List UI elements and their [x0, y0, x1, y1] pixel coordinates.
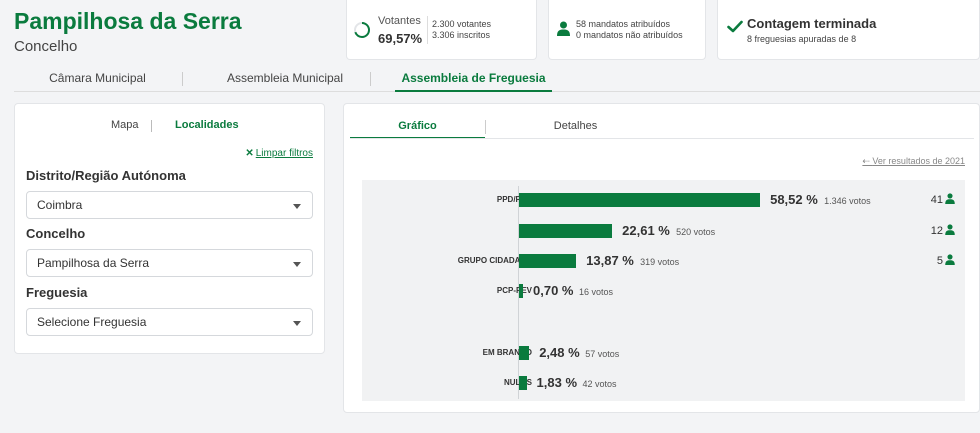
arrow-left-icon: ⇠: [862, 156, 873, 166]
inscritos-count: 3.306 inscritos: [432, 30, 491, 40]
person-icon: [557, 21, 570, 36]
tab-underline: [350, 138, 974, 139]
category-label: PPD/PSD: [496, 195, 532, 204]
seats-value: 5: [936, 255, 943, 267]
clear-filters-label: Limpar filtros: [255, 148, 313, 159]
check-icon: [727, 20, 743, 33]
clear-filters-link[interactable]: ✕ Limpar filtros: [245, 148, 313, 159]
subtab-divider: [151, 120, 152, 132]
category-label: NULOS: [504, 378, 532, 387]
concelho-value: Pampilhosa da Serra: [37, 256, 150, 270]
tab-divider: [182, 72, 183, 86]
percent-label: 13,87 %: [586, 253, 634, 268]
previous-results-label: Ver resultados de 2021: [872, 156, 965, 166]
votantes-label: Votantes: [378, 15, 421, 27]
concelho-label: Concelho: [26, 226, 86, 241]
tab-divider: [485, 120, 486, 134]
votes-label: 1.346 votos: [824, 196, 871, 206]
percent-label: 0,70 %: [533, 283, 574, 298]
mandatos-card: 58 mandatos atribuídos 0 mandatos não at…: [548, 0, 706, 60]
category-label: EM BRANCO: [482, 348, 532, 357]
votes-label: 42 votos: [582, 379, 617, 389]
category-label: PCP-PEV: [496, 286, 532, 295]
person-icon: [945, 254, 955, 265]
chart-area: [362, 180, 965, 401]
votantes-percent: 69,57%: [378, 31, 423, 46]
chart-row: PCP-PEV 0,70 % 16 votos: [362, 283, 965, 299]
seats-count: 41: [931, 193, 955, 206]
votes-label: 16 votos: [579, 287, 614, 297]
votantes-count: 2.300 votantes: [432, 19, 492, 29]
bar: [519, 346, 530, 360]
page-subtitle: Concelho: [14, 38, 78, 55]
freguesia-select[interactable]: Selecione Freguesia: [26, 308, 313, 336]
percent-label: 1,83 %: [536, 375, 578, 390]
distrito-value: Coimbra: [37, 198, 83, 212]
votes-label: 319 votos: [640, 257, 680, 267]
bar: [519, 284, 523, 298]
person-icon: [945, 224, 955, 235]
mandatos-atribuidos: 58 mandatos atribuídos: [576, 19, 671, 29]
concelho-select[interactable]: Pampilhosa da Serra: [26, 249, 313, 277]
results-panel: Gráfico Detalhes ⇠ Ver resultados de 202…: [343, 103, 980, 413]
contagem-detail: 8 freguesias apuradas de 8: [747, 34, 857, 44]
subtab-mapa[interactable]: Mapa: [111, 119, 139, 131]
chart-row: EM BRANCO 2,48 % 57 votos: [362, 345, 965, 361]
votantes-card: Votantes 69,57% 2.300 votantes 3.306 ins…: [346, 0, 537, 60]
tab-assembleia-freguesia[interactable]: Assembleia de Freguesia: [395, 66, 552, 92]
divider: [427, 16, 428, 44]
tab-assembleia-municipal[interactable]: Assembleia Municipal: [226, 71, 344, 85]
bar: [519, 254, 577, 268]
bar: [519, 193, 761, 207]
filters-panel: Mapa Localidades ✕ Limpar filtros Distrit…: [14, 103, 325, 354]
tab-detalhes[interactable]: Detalhes: [553, 120, 598, 132]
chart-row: NULOS 1,83 % 42 votos: [362, 375, 965, 391]
chart-row: PPD/PSD 58,52 % 1.346 votos 41: [362, 192, 965, 208]
tab-grafico[interactable]: Gráfico: [350, 120, 485, 139]
close-icon: ✕: [245, 148, 254, 159]
percent-label: 58,52 %: [770, 192, 818, 207]
seats-count: 5: [937, 254, 955, 267]
page-title: Pampilhosa da Serra: [14, 8, 242, 34]
chevron-down-icon: [293, 204, 301, 209]
votes-label: 520 votos: [676, 227, 716, 237]
turnout-ring-icon: [354, 22, 370, 38]
tab-divider: [370, 72, 371, 86]
chevron-down-icon: [293, 321, 301, 326]
subtab-localidades[interactable]: Localidades: [175, 119, 239, 131]
bar: [519, 376, 527, 390]
votes-label: 57 votos: [585, 349, 620, 359]
contagem-title: Contagem terminada: [747, 16, 877, 31]
election-tabs: Câmara Municipal Assembleia Municipal As…: [14, 66, 980, 92]
bar: [519, 224, 613, 238]
mandatos-nao-atribuidos: 0 mandatos não atribuídos: [576, 30, 683, 40]
chevron-down-icon: [293, 262, 301, 267]
category-label: GRUPO CIDADAOS: [457, 256, 532, 265]
seats-value: 41: [930, 194, 943, 206]
distrito-select[interactable]: Coimbra: [26, 191, 313, 219]
percent-label: 2,48 %: [539, 345, 580, 360]
chart-row: GRUPO CIDADAOS 13,87 % 319 votos 5: [362, 253, 965, 269]
freguesia-value: Selecione Freguesia: [37, 315, 147, 329]
contagem-card: Contagem terminada 8 freguesias apuradas…: [717, 0, 980, 60]
person-icon: [945, 193, 955, 204]
tab-camara-municipal[interactable]: Câmara Municipal: [49, 71, 146, 85]
seats-count: 12: [931, 224, 955, 237]
distrito-label: Distrito/Região Autónoma: [26, 168, 186, 183]
freguesia-label: Freguesia: [26, 285, 88, 300]
previous-results-link[interactable]: ⇠ Ver resultados de 2021: [862, 156, 965, 167]
seats-value: 12: [930, 225, 943, 237]
percent-label: 22,61 %: [622, 223, 670, 238]
chart-axis: [518, 186, 519, 399]
